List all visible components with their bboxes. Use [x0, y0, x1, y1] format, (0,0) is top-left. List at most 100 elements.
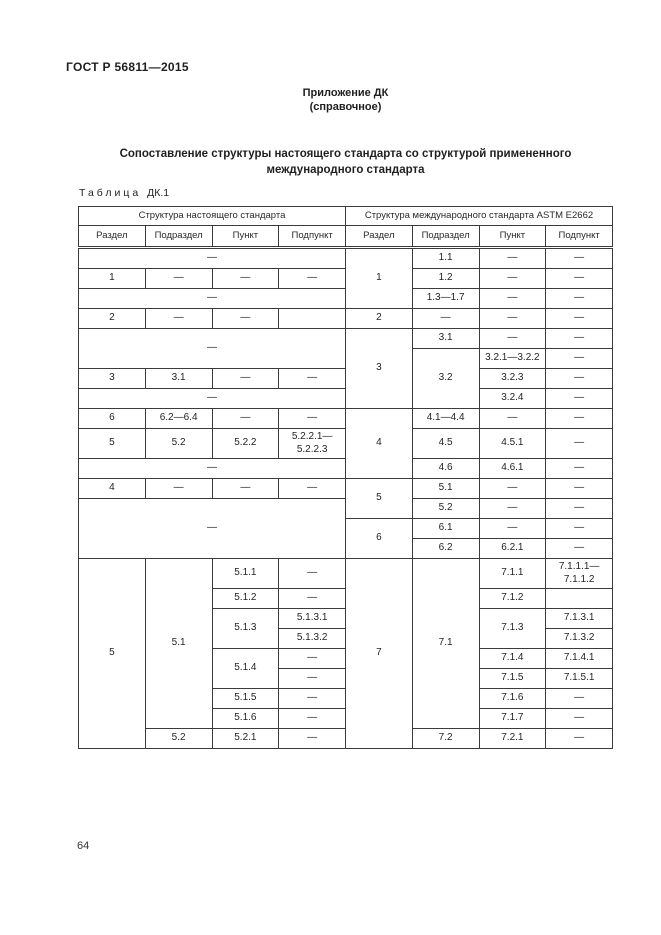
table-caption-word: Таблица: [79, 187, 142, 199]
table-cell: 5.1.1: [211, 558, 280, 589]
table-cell: —: [545, 688, 613, 709]
table-cell: 3.1: [144, 368, 213, 389]
table-row: 5.1.5—7.1.6—: [79, 688, 613, 709]
table-row: 3.2 3.2.1—3.2.2—: [79, 348, 613, 409]
table-cell: 5.2: [144, 728, 213, 749]
table-cell: —: [211, 268, 280, 289]
table-cell: —: [211, 408, 280, 429]
table-caption: Таблица ДК.1: [79, 187, 169, 199]
table-cell: 7.1.3.1: [545, 608, 613, 629]
table-cell: 1.2: [411, 268, 480, 289]
table-cell: —: [144, 268, 213, 289]
table-body: —1 1.1— —1— — —1.2— — —1.3—1.7— —2— —2— — — —3 3.1— —…: [78, 247, 613, 749]
table-cell: 7.1.1: [478, 558, 547, 589]
table-cell: —: [278, 268, 346, 289]
table-cell: 7.2: [411, 728, 480, 749]
column-header-subclause-left: Подпункт: [278, 225, 346, 249]
column-header-section-right: Раздел: [345, 225, 413, 249]
table-cell: 5.1.6: [211, 708, 280, 729]
table-cell: —: [478, 408, 547, 429]
table-cell: —: [478, 288, 547, 309]
table-cell: [278, 308, 346, 329]
table-row: 2— —2— — —: [78, 308, 613, 329]
table-cell: 1: [78, 268, 146, 289]
main-title: Сопоставление структуры настоящего станд…: [78, 147, 613, 178]
table-cell: 7.1.2: [478, 588, 547, 609]
table-cell: 6.2—6.4: [144, 408, 213, 429]
table-cell: —: [144, 308, 213, 329]
table-cell: 4.5.1: [478, 428, 547, 459]
column-header-subsection-left: Подраздел: [144, 225, 213, 249]
table-cell: —: [78, 328, 346, 369]
table-cell: —: [144, 478, 213, 499]
table-cell: —: [278, 558, 346, 589]
table-cell: 6.2.1: [478, 538, 547, 559]
table-cell: 4.6.1: [478, 458, 547, 479]
table-cell: —: [545, 288, 613, 309]
table-cell: —: [278, 668, 346, 689]
table-cell: 6.2: [411, 538, 480, 559]
table-cell: —: [211, 478, 280, 499]
table-cell: 5.1: [411, 478, 480, 499]
table-row: —3 3.1— —: [78, 328, 613, 409]
table-cell: 7.1.6: [478, 688, 547, 709]
table-cell: 5.1.3: [211, 608, 280, 649]
table-row: 5 5.1 5.1.1—7 7.1 7.1.1 7.1.1.1— 7.1.1.2: [78, 558, 613, 749]
column-header-subclause-right: Подпункт: [545, 225, 613, 249]
table-cell: —: [545, 428, 613, 459]
table-cell: 3.2.3: [478, 368, 547, 389]
table-cell: —: [278, 688, 346, 709]
table-cell: —: [545, 518, 613, 539]
table-cell: 1: [345, 247, 413, 309]
table-cell: 5: [345, 478, 413, 519]
table-cell: —: [545, 308, 613, 329]
column-header-clause-right: Пункт: [478, 225, 547, 249]
main-title-text: Сопоставление структуры настоящего станд…: [119, 148, 572, 176]
table-cell: [545, 588, 613, 609]
table-cell: —: [545, 498, 613, 519]
table-cell: 3.2.4: [478, 388, 547, 409]
table-cell: 5.2.2.1— 5.2.2.3: [278, 428, 346, 459]
table-cell: —: [478, 247, 547, 269]
table-cell: 5.2: [411, 498, 480, 519]
table-cell: —: [211, 368, 280, 389]
table-cell: —: [545, 728, 613, 749]
table-cell: —: [545, 368, 613, 389]
table-cell: 7.1.4.1: [545, 648, 613, 669]
column-header-row: Раздел Подраздел Пункт Подпункт Раздел П…: [78, 225, 613, 249]
table-cell: —: [78, 388, 346, 409]
table-cell: 1.3—1.7: [411, 288, 480, 309]
table-cell: 7.1.5: [478, 668, 547, 689]
table-row: —5.2— —: [78, 498, 613, 559]
table-cell: —: [545, 538, 613, 559]
table-cell: 2: [78, 308, 146, 329]
table-cell: 5.1.3.1: [278, 608, 346, 629]
table-cell: 5.1.4: [211, 648, 280, 689]
table-caption-number: ДК.1: [147, 187, 170, 199]
table-cell: —: [278, 588, 346, 609]
table-cell: 2: [345, 308, 413, 329]
table-cell: —: [211, 308, 280, 329]
table-cell: 6: [78, 408, 146, 429]
table-cell: 7: [345, 558, 413, 749]
table-cell: 3.2.1—3.2.2: [478, 348, 547, 369]
table-cell: —: [478, 518, 547, 539]
table-cell: 7.1.3.2: [545, 628, 613, 649]
table-cell: 3: [78, 368, 146, 389]
table-cell: 5.2.1: [211, 728, 280, 749]
group-header-row: Структура настоящего стандарта Структура…: [78, 206, 613, 226]
group-header-this-standard: Структура настоящего стандарта: [78, 206, 346, 226]
table-cell: —: [545, 458, 613, 479]
table-cell: 6.1: [411, 518, 480, 539]
appendix-title: Приложение ДК: [302, 87, 389, 99]
table-header: Структура настоящего стандарта Структура…: [78, 206, 613, 249]
table-cell: —: [278, 408, 346, 429]
table-row: 5.1.6—7.1.7—: [79, 708, 613, 729]
table-cell: 4.1—4.4: [411, 408, 480, 429]
group-header-international-standard: Структура международного стандарта ASTM …: [345, 206, 613, 226]
table-cell: —: [545, 408, 613, 429]
table-cell: 5.1.3.2: [278, 628, 346, 649]
table-cell: —: [545, 268, 613, 289]
comparison-table: Структура настоящего стандарта Структура…: [78, 206, 613, 749]
